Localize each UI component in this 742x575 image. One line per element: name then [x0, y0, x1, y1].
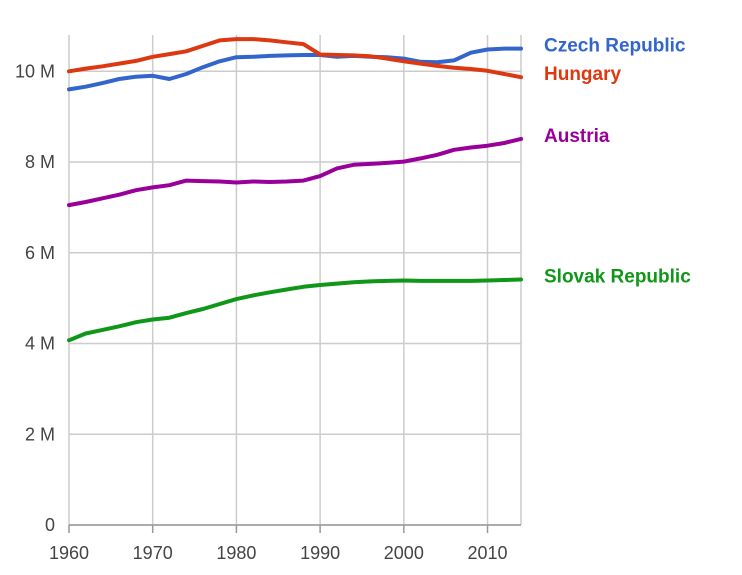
y-tick-label: 4 M	[25, 334, 55, 354]
series-layer	[67, 37, 523, 343]
x-tick-label: 1960	[49, 543, 89, 563]
legend-layer: Czech Republic Hungary Austria Slovak Repub…	[544, 36, 691, 288]
series-line-slovak-republic	[67, 277, 523, 343]
x-tick-label: 2000	[384, 543, 424, 563]
y-tick-label: 2 M	[25, 424, 55, 444]
legend-label-slovak-republic: Slovak Republic	[544, 267, 691, 288]
series-line-hungary	[67, 37, 523, 80]
legend-label-czech-republic: Czech Republic	[544, 36, 686, 57]
series-line-austria	[67, 136, 523, 208]
x-tick-label: 1980	[216, 543, 256, 563]
x-tick-label: 2010	[467, 543, 507, 563]
series-line-czech-republic	[67, 46, 523, 92]
legend-label-hungary: Hungary	[544, 64, 622, 85]
y-tick-label: 0	[45, 515, 55, 535]
y-tick-label: 10 M	[15, 61, 55, 81]
axis-layer: 1960 1970 1980 1990 2000 2010 0 2 M 4 M 6 M 8 M 10 …	[15, 61, 521, 563]
x-tick-label: 1990	[300, 543, 340, 563]
y-tick-label: 8 M	[25, 152, 55, 172]
x-tick-label: 1970	[133, 543, 173, 563]
y-tick-label: 6 M	[25, 243, 55, 263]
legend-label-austria: Austria	[544, 126, 610, 147]
